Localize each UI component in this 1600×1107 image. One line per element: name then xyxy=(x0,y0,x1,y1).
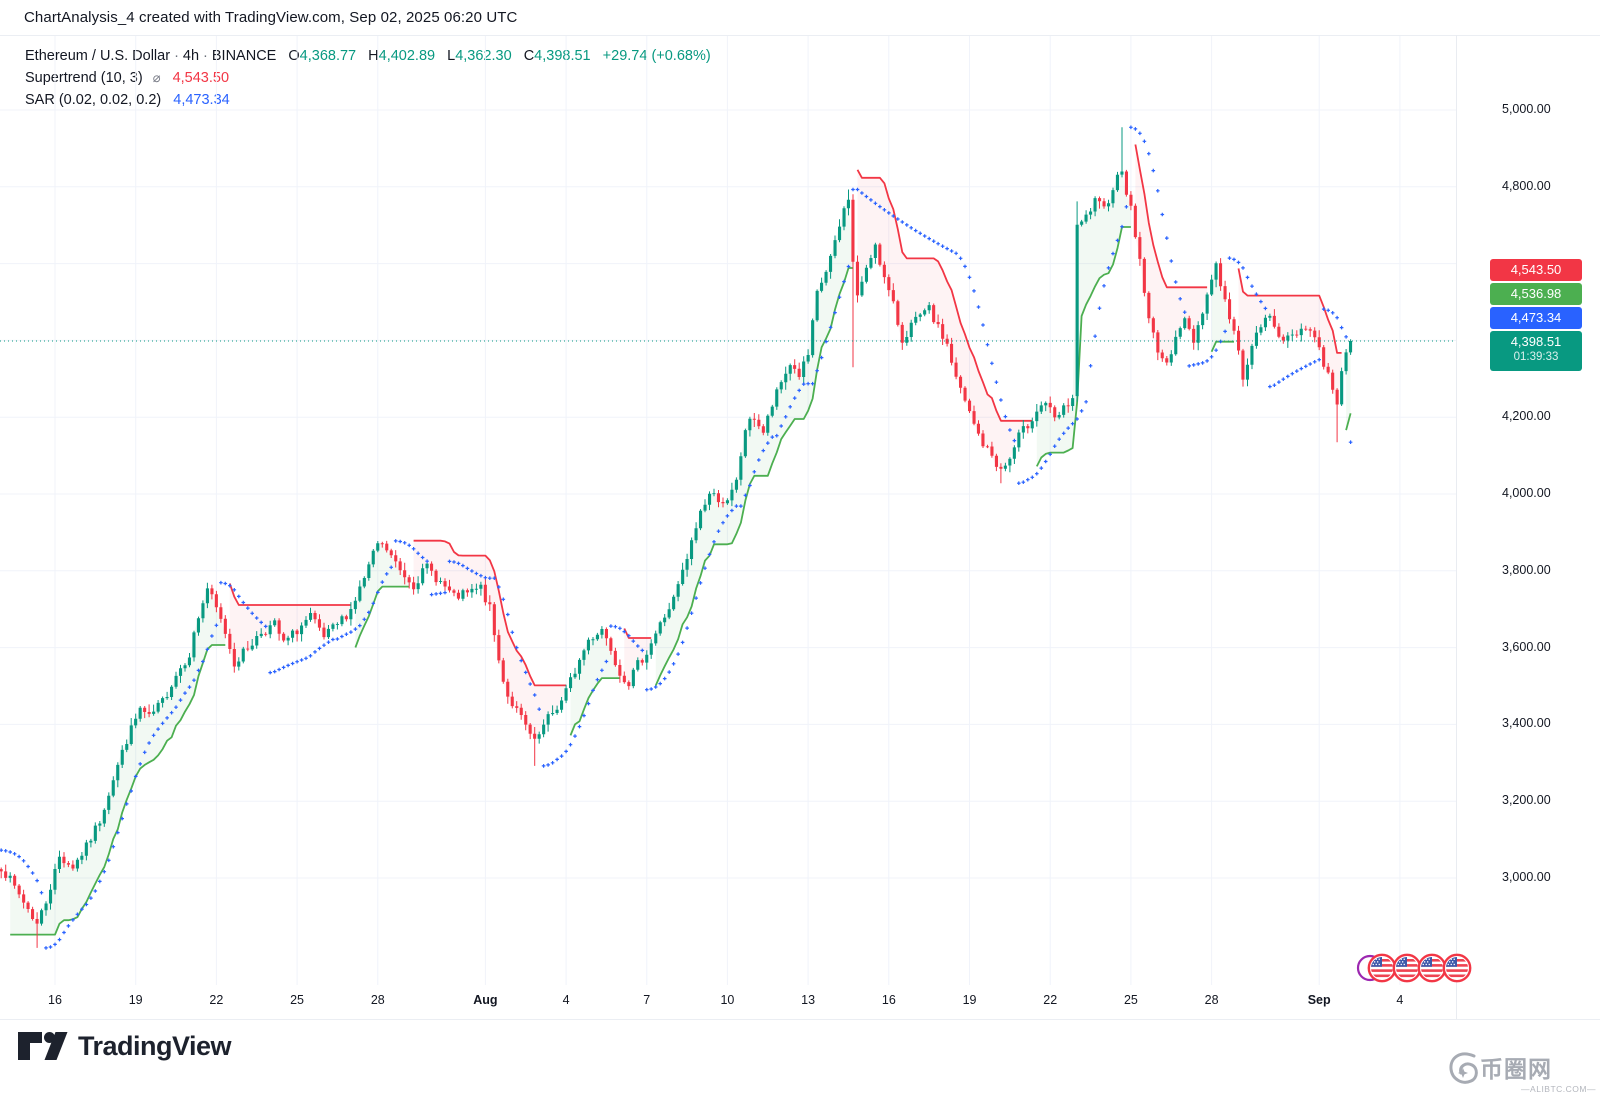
watermark-domain: —ALIBTC.COM— xyxy=(1521,1084,1596,1094)
close-letter: C xyxy=(523,48,535,64)
us-flag-icon xyxy=(1394,955,1420,981)
tradingview-logo-text: TradingView xyxy=(78,1030,232,1061)
time-axis-label: 7 xyxy=(643,993,651,1007)
sar-label: SAR (0.02, 0.02, 0.2) xyxy=(25,92,162,108)
price-badge-supertrend: 4,543.50 xyxy=(1490,259,1582,281)
symbol-name: Ethereum / U.S. Dollar xyxy=(25,48,171,64)
time-axis-label: 28 xyxy=(1204,993,1219,1007)
site-watermark: 币圈网 —ALIBTC.COM— xyxy=(1446,1048,1596,1094)
open-letter: O xyxy=(288,48,300,64)
tradingview-logo-icon xyxy=(18,1032,68,1060)
separator: · xyxy=(174,48,179,64)
watermark-swirl-icon xyxy=(1449,1052,1478,1084)
economic-event-flags[interactable] xyxy=(1352,948,1482,988)
us-flag-icon xyxy=(1419,955,1445,981)
price-axis-label: 3,200.00 xyxy=(1502,793,1551,808)
page-title: ChartAnalysis_4 created with TradingView… xyxy=(24,9,518,26)
time-axis-label: 16 xyxy=(881,993,896,1007)
time-axis-label: Aug xyxy=(473,993,498,1007)
price-axis-label: 3,000.00 xyxy=(1502,870,1551,884)
price-axis-label: 3,600.00 xyxy=(1502,639,1551,654)
supertrend-value: 4,543.50 xyxy=(172,70,230,86)
bottom-frame-line xyxy=(0,1019,1600,1020)
time-axis-label: 22 xyxy=(209,993,224,1007)
legend-symbol-row[interactable]: Ethereum / U.S. Dollar · 4h · BINANCE O4,368… xyxy=(25,45,711,67)
time-axis-label: 4 xyxy=(562,993,570,1007)
time-axis-label: 22 xyxy=(1043,993,1058,1007)
low-value: 4,362.30 xyxy=(455,48,512,64)
high-value: 4,402.89 xyxy=(378,48,436,64)
low-letter: L xyxy=(447,48,456,64)
price-badge-last-price: 4,398.51 01:39:33 xyxy=(1490,331,1582,371)
us-flag-icon xyxy=(1369,955,1395,981)
time-axis-label: 10 xyxy=(720,993,735,1007)
supertrend-label: Supertrend (10, 3) xyxy=(25,70,143,86)
watermark-site-name: 币圈网 xyxy=(1480,1056,1552,1082)
price-axis-label: 3,400.00 xyxy=(1502,716,1551,731)
time-axis-label: 13 xyxy=(801,993,816,1007)
price-axis-label: 4,200.00 xyxy=(1502,409,1551,424)
price-badge-sar: 4,473.34 xyxy=(1490,307,1582,329)
interval-label: 4h xyxy=(182,48,200,64)
price-axis-label: 4,000.00 xyxy=(1502,486,1551,500)
high-letter: H xyxy=(368,48,379,64)
time-axis-label: 4 xyxy=(1396,993,1404,1007)
time-axis-label: Sep xyxy=(1307,993,1331,1007)
time-axis-label: 19 xyxy=(128,993,143,1007)
time-axis-label: 19 xyxy=(962,993,977,1007)
chart-legend: Ethereum / U.S. Dollar · 4h · BINANCE O4,368… xyxy=(25,45,711,111)
candle-countdown: 01:39:33 xyxy=(1513,351,1559,363)
price-badge-supertrend-up: 4,536.98 xyxy=(1490,283,1582,305)
price-axis-label: 3,800.00 xyxy=(1502,562,1551,577)
tradingview-logo[interactable]: TradingView xyxy=(16,1027,232,1065)
legend-supertrend-row[interactable]: Supertrend (10, 3) ⌀ 4,543.50 xyxy=(25,67,711,89)
us-flag-icon xyxy=(1444,955,1470,981)
time-axis-label: 25 xyxy=(290,993,305,1007)
time-axis-label: 25 xyxy=(1123,993,1138,1007)
open-value: 4,368.77 xyxy=(299,48,357,64)
top-frame-line xyxy=(0,35,1600,36)
price-axis-label: 5,000.00 xyxy=(1502,102,1551,116)
legend-sar-row[interactable]: SAR (0.02, 0.02, 0.2) 4,473.34 xyxy=(25,89,711,111)
time-axis-label: 16 xyxy=(48,993,62,1007)
axis-separator-line xyxy=(1456,35,1457,1019)
close-value: 4,398.51 xyxy=(534,48,591,64)
price-axis-label: 4,800.00 xyxy=(1502,178,1551,193)
time-axis-label: 28 xyxy=(370,993,385,1007)
change-value: +29.74 (+0.68%) xyxy=(602,48,711,64)
sar-value: 4,473.34 xyxy=(173,92,230,108)
exchange-label: BINANCE xyxy=(211,48,277,64)
separator: · xyxy=(203,48,208,64)
average-icon: ⌀ xyxy=(152,70,161,85)
